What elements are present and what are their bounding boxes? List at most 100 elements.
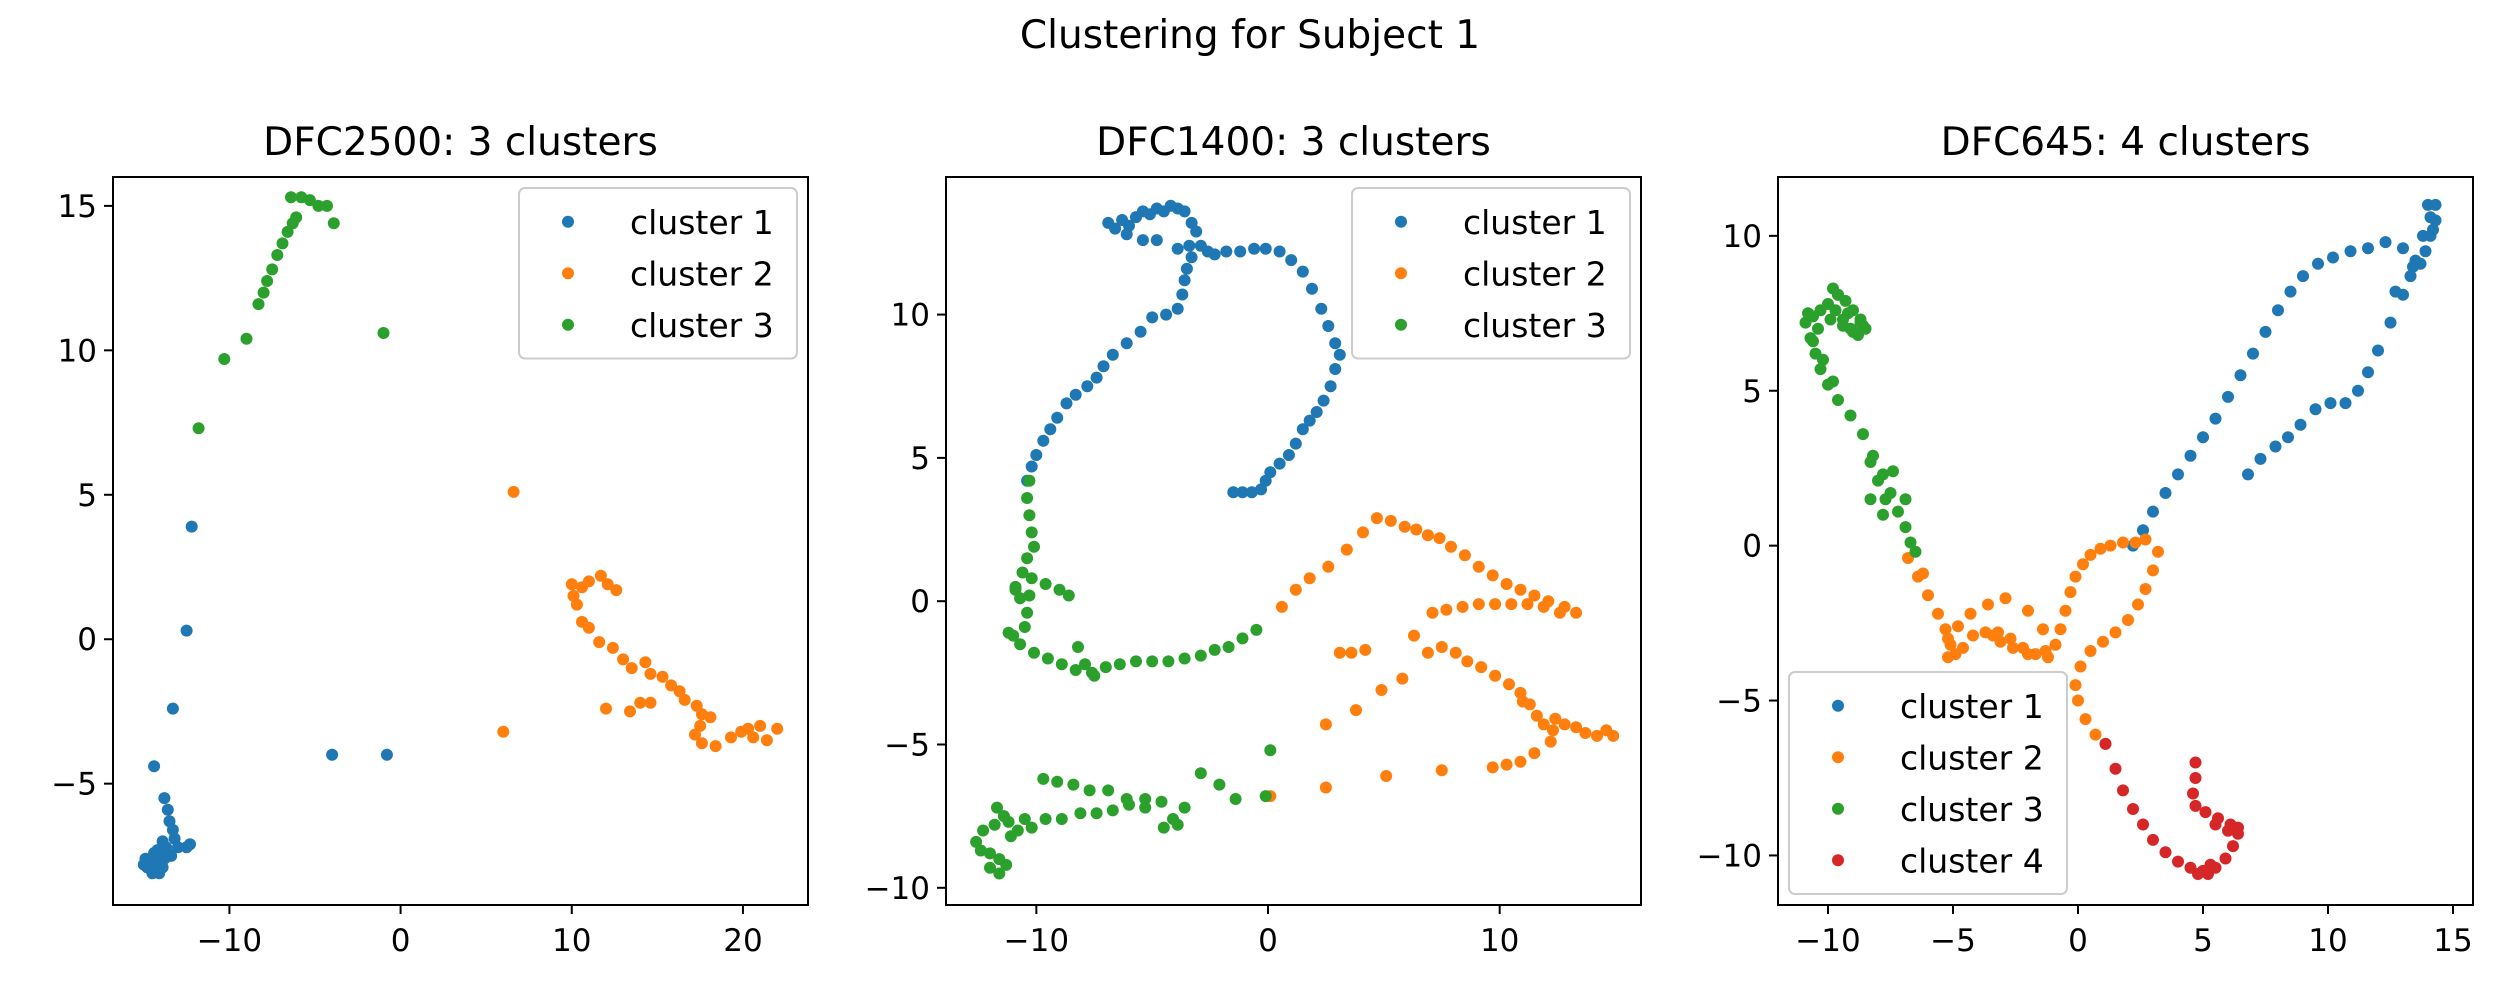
data-point xyxy=(1055,813,1068,825)
data-point xyxy=(2189,799,2202,812)
data-point xyxy=(377,327,390,339)
series-cluster-3 xyxy=(1799,282,1922,558)
data-point xyxy=(192,422,205,435)
data-point xyxy=(2074,660,2087,673)
data-point xyxy=(257,286,270,299)
data-point xyxy=(2327,251,2339,264)
data-point xyxy=(1521,598,1534,611)
data-point xyxy=(2209,818,2222,831)
data-point xyxy=(1357,526,1369,539)
data-point xyxy=(1074,807,1087,820)
data-point xyxy=(1421,646,1434,659)
legend-label: cluster 1 xyxy=(630,203,774,242)
data-point xyxy=(1486,761,1499,774)
data-point xyxy=(1892,505,1904,518)
data-point xyxy=(240,332,253,345)
data-point xyxy=(988,818,1001,831)
legend-item: cluster 2 xyxy=(562,254,774,293)
data-point xyxy=(1234,245,1247,258)
data-point xyxy=(2039,645,2052,657)
x-tick-label: 0 xyxy=(2068,923,2088,959)
data-point xyxy=(1146,655,1159,668)
legend: cluster 1 cluster 2 cluster 3 cluster 4 xyxy=(1788,671,2068,895)
data-point xyxy=(1514,755,1527,768)
legend-item: cluster 3 xyxy=(1395,306,1607,345)
data-point xyxy=(2139,583,2152,595)
data-point xyxy=(1208,643,1221,656)
data-point xyxy=(1123,798,1135,811)
x-tick-label: −5 xyxy=(1930,923,1976,959)
legend-label: cluster 3 xyxy=(1900,790,2044,829)
data-point xyxy=(754,719,767,732)
data-point xyxy=(760,734,773,747)
legend: cluster 1 cluster 2 cluster 3 xyxy=(518,187,798,360)
data-point xyxy=(1264,744,1277,757)
data-point xyxy=(1025,526,1038,539)
data-point xyxy=(1505,598,1518,611)
data-point xyxy=(1435,641,1448,653)
scatter-points xyxy=(970,199,1620,880)
data-point xyxy=(1083,784,1096,797)
data-point xyxy=(303,194,316,207)
data-point xyxy=(1333,348,1346,361)
data-point xyxy=(709,740,722,753)
data-point xyxy=(2419,245,2432,258)
data-point xyxy=(1051,411,1064,424)
data-point xyxy=(2152,545,2164,558)
data-point xyxy=(2372,344,2384,357)
data-point xyxy=(1037,772,1050,785)
data-point xyxy=(1180,262,1193,275)
data-point xyxy=(2187,787,2199,800)
data-point xyxy=(1426,606,1439,619)
data-point xyxy=(2222,390,2234,403)
data-point xyxy=(1957,641,1969,654)
data-point xyxy=(312,199,325,212)
data-point xyxy=(1359,643,1372,656)
data-point xyxy=(1021,606,1034,619)
data-point xyxy=(1857,428,1869,441)
data-point xyxy=(1879,493,1892,506)
data-point xyxy=(1864,493,1877,506)
data-point xyxy=(2269,440,2282,453)
data-point xyxy=(1011,824,1024,837)
data-point xyxy=(266,263,279,276)
legend-marker xyxy=(1395,267,1407,280)
x-tick-label: 10 xyxy=(1480,923,1519,959)
legend-marker xyxy=(562,318,574,331)
legend-marker xyxy=(1832,751,1844,764)
data-point xyxy=(1030,449,1043,461)
data-point xyxy=(1967,629,1979,642)
data-point xyxy=(1814,363,1827,376)
data-point xyxy=(2137,524,2149,537)
data-point xyxy=(600,702,612,715)
legend-label: cluster 3 xyxy=(630,306,774,345)
data-point xyxy=(1139,793,1152,805)
data-point xyxy=(2159,487,2172,499)
legend-label: cluster 4 xyxy=(1900,841,2044,880)
data-point xyxy=(1306,282,1318,295)
data-point xyxy=(2104,539,2117,552)
data-point xyxy=(1055,658,1068,671)
series-cluster-1 xyxy=(2127,198,2442,552)
data-point xyxy=(156,861,169,874)
data-point xyxy=(1396,672,1409,685)
data-point xyxy=(639,656,652,669)
data-point xyxy=(1053,583,1066,596)
data-point xyxy=(1194,767,1207,780)
series-cluster-1 xyxy=(137,520,393,880)
data-point xyxy=(1486,569,1499,582)
data-point xyxy=(1939,623,1952,636)
legend-item: cluster 1 xyxy=(562,203,774,242)
data-point xyxy=(2209,412,2222,425)
legend-label: cluster 3 xyxy=(1463,306,1607,345)
data-point xyxy=(2379,236,2392,249)
data-point xyxy=(1273,245,1286,258)
data-point xyxy=(1255,483,1268,496)
data-point xyxy=(678,693,691,706)
data-point xyxy=(570,598,583,611)
scatter-points xyxy=(137,191,784,880)
data-point xyxy=(1023,589,1036,602)
data-point xyxy=(271,249,284,261)
data-point xyxy=(2117,536,2129,549)
data-point xyxy=(1440,603,1453,616)
